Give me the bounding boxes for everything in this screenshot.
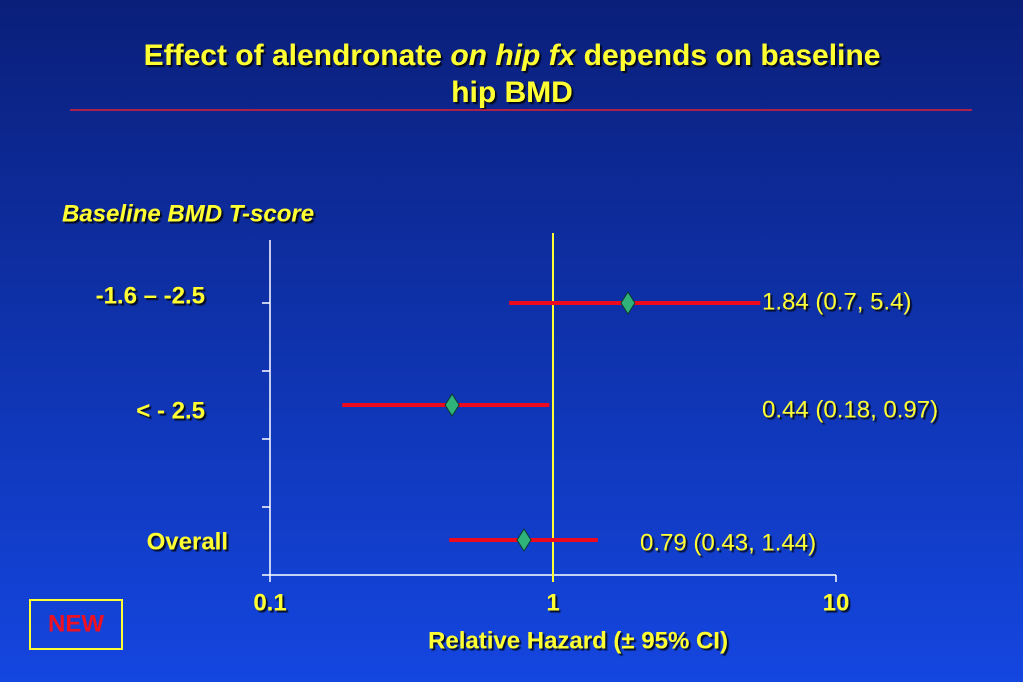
x-tick-label: 0.1	[253, 589, 286, 616]
badge-box	[29, 599, 123, 650]
badge: NEW	[48, 610, 104, 637]
value-label: 0.79 (0.43, 1.44)	[640, 529, 816, 556]
y-axis-label: Baseline BMD T-score	[62, 200, 314, 227]
x-tick-label: 1	[546, 589, 559, 616]
category-label: < - 2.5	[136, 397, 205, 424]
y-axis-ticks	[262, 302, 270, 576]
point-estimate	[516, 528, 532, 552]
x-axis-label: Relative Hazard (± 95% CI)	[428, 627, 728, 654]
chart-title: hip BMD	[451, 76, 573, 109]
category-label: -1.6 – -2.5	[96, 282, 205, 309]
category-label: Overall	[147, 528, 228, 555]
value-label: 0.44 (0.18, 0.97)	[762, 396, 938, 423]
chart-title: Effect of alendronate on hip fx depends …	[144, 39, 881, 72]
x-tick-label: 10	[823, 589, 850, 616]
point-estimate	[444, 393, 460, 417]
value-label: 1.84 (0.7, 5.4)	[762, 288, 911, 315]
point-estimate	[620, 291, 636, 315]
